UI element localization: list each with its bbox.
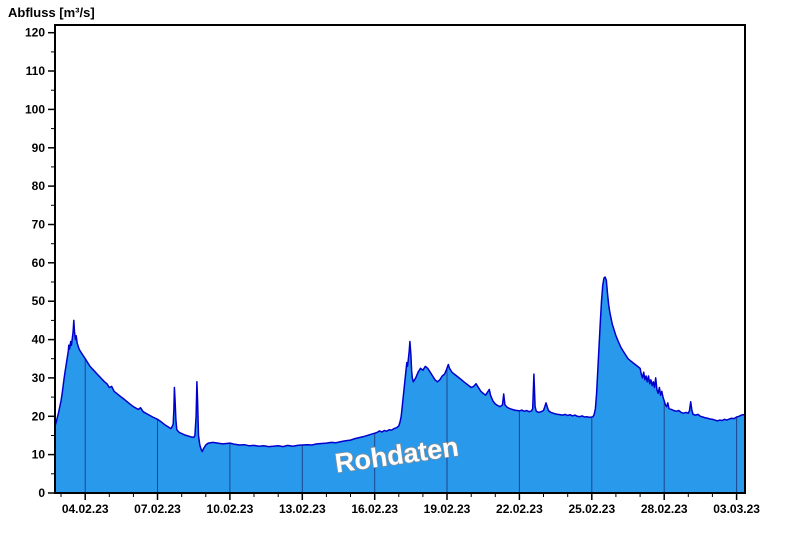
y-tick-label: 120 — [25, 26, 45, 40]
x-tick-label: 10.02.23 — [207, 502, 254, 516]
y-tick-label: 30 — [32, 371, 46, 385]
y-tick-label: 0 — [38, 486, 45, 500]
x-tick-label: 16.02.23 — [351, 502, 398, 516]
x-tick-label: 25.02.23 — [568, 502, 615, 516]
y-tick-label: 50 — [32, 294, 46, 308]
y-tick-label: 110 — [26, 64, 46, 78]
discharge-line — [54, 276, 746, 453]
y-tick-label: 10 — [32, 448, 46, 462]
x-tick-label: 19.02.23 — [424, 502, 471, 516]
discharge-area-fill — [55, 277, 745, 493]
x-tick-label: 13.02.23 — [279, 502, 326, 516]
y-tick-label: 60 — [32, 256, 46, 270]
x-tick-label: 28.02.23 — [641, 502, 688, 516]
x-tick-label: 04.02.23 — [62, 502, 109, 516]
y-tick-label: 20 — [32, 409, 46, 423]
x-tick-label: 03.03.23 — [713, 502, 760, 516]
y-tick-label: 80 — [32, 179, 46, 193]
chart-title: Abfluss [m³/s] — [8, 5, 95, 20]
x-tick-label: 07.02.23 — [134, 502, 181, 516]
y-tick-label: 90 — [32, 141, 46, 155]
y-tick-label: 40 — [32, 333, 46, 347]
x-tick-label: 22.02.23 — [496, 502, 543, 516]
y-tick-label: 70 — [32, 218, 46, 232]
y-tick-label: 100 — [25, 102, 45, 116]
axis-frame — [54, 24, 746, 494]
